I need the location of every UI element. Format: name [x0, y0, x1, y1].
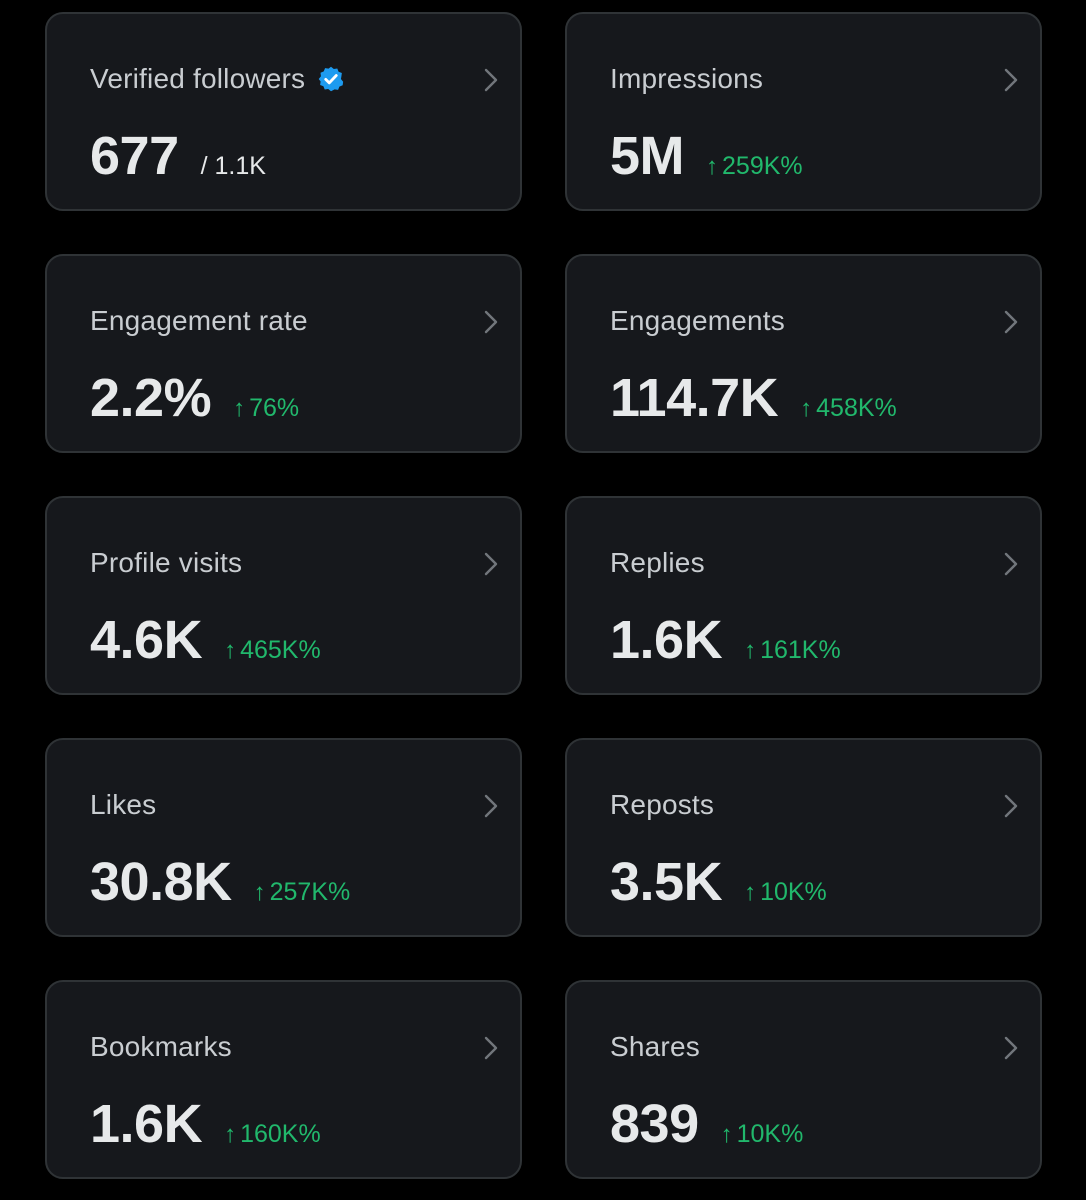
card-value: 677 — [90, 126, 179, 186]
card-change-value: 259K% — [722, 152, 803, 180]
card-value-row: 114.7K ↑ 458K% — [610, 368, 897, 428]
arrow-up-icon: ↑ — [720, 1121, 733, 1148]
card-value: 1.6K — [610, 610, 723, 670]
card-label: Profile visits — [90, 547, 243, 578]
card-value-row: 3.5K ↑ 10K% — [610, 852, 827, 912]
chevron-right-icon[interactable] — [482, 550, 500, 578]
chevron-right-icon[interactable] — [1002, 1034, 1020, 1062]
card-header: Verified followers — [90, 62, 345, 96]
card-header: Engagements — [610, 304, 785, 338]
card-value-row: 30.8K ↑ 257K% — [90, 852, 350, 912]
card-engagements[interactable]: Engagements 114.7K ↑ 458K% — [565, 254, 1042, 453]
card-label: Bookmarks — [90, 1031, 232, 1062]
card-label: Reposts — [610, 789, 715, 820]
card-header: Profile visits — [90, 546, 242, 580]
chevron-right-icon[interactable] — [1002, 792, 1020, 820]
arrow-up-icon: ↑ — [233, 395, 246, 422]
card-header: Likes — [90, 788, 156, 822]
card-likes[interactable]: Likes 30.8K ↑ 257K% — [45, 738, 522, 937]
card-total: / 1.1K — [200, 152, 266, 180]
card-label: Replies — [610, 547, 705, 578]
arrow-up-icon: ↑ — [800, 395, 813, 422]
chevron-right-icon[interactable] — [482, 792, 500, 820]
chevron-right-icon[interactable] — [482, 308, 500, 336]
card-change-value: 10K% — [736, 1120, 804, 1148]
card-header: Shares — [610, 1030, 700, 1064]
card-header: Replies — [610, 546, 705, 580]
card-change: ↑ 160K% — [224, 1120, 321, 1149]
card-change: ↑ 259K% — [706, 152, 803, 181]
card-profile-visits[interactable]: Profile visits 4.6K ↑ 465K% — [45, 496, 522, 695]
card-change-value: 465K% — [240, 636, 321, 664]
card-value: 114.7K — [610, 368, 779, 428]
card-change: ↑ 161K% — [744, 636, 841, 665]
card-shares[interactable]: Shares 839 ↑ 10K% — [565, 980, 1042, 1179]
analytics-grid: Verified followers 677 / 1.1K Impression… — [45, 12, 1042, 1179]
chevron-right-icon[interactable] — [482, 66, 500, 94]
chevron-right-icon[interactable] — [1002, 550, 1020, 578]
card-header: Reposts — [610, 788, 714, 822]
card-change-value: 76% — [249, 394, 300, 422]
arrow-up-icon: ↑ — [706, 153, 719, 180]
card-value-row: 839 ↑ 10K% — [610, 1094, 803, 1154]
card-replies[interactable]: Replies 1.6K ↑ 161K% — [565, 496, 1042, 695]
card-value: 30.8K — [90, 852, 232, 912]
card-value: 3.5K — [610, 852, 723, 912]
card-value-row: 5M ↑ 259K% — [610, 126, 803, 186]
card-change-value: 458K% — [816, 394, 897, 422]
card-value-row: 4.6K ↑ 465K% — [90, 610, 321, 670]
verified-badge-icon — [319, 66, 344, 92]
card-label: Verified followers — [90, 63, 306, 94]
card-change-value: 160K% — [240, 1120, 321, 1148]
card-change-value: 10K% — [760, 878, 827, 906]
card-verified-followers[interactable]: Verified followers 677 / 1.1K — [45, 12, 522, 211]
card-bookmarks[interactable]: Bookmarks 1.6K ↑ 160K% — [45, 980, 522, 1179]
card-header: Bookmarks — [90, 1030, 232, 1064]
card-label: Shares — [610, 1031, 700, 1062]
card-change-value: 161K% — [760, 636, 841, 664]
card-value-row: 1.6K ↑ 160K% — [90, 1094, 321, 1154]
arrow-up-icon: ↑ — [253, 879, 266, 906]
card-change: ↑ 10K% — [744, 878, 827, 907]
chevron-right-icon[interactable] — [1002, 308, 1020, 336]
card-label: Impressions — [610, 63, 764, 94]
chevron-right-icon[interactable] — [482, 1034, 500, 1062]
card-value: 839 — [610, 1094, 699, 1154]
card-value-row: 2.2% ↑ 76% — [90, 368, 299, 428]
card-change: ↑ 76% — [233, 394, 299, 423]
arrow-up-icon: ↑ — [224, 637, 237, 664]
card-label: Likes — [90, 789, 157, 820]
arrow-up-icon: ↑ — [224, 1121, 237, 1148]
card-header: Impressions — [610, 62, 763, 96]
card-label: Engagement rate — [90, 305, 308, 336]
card-value-row: 677 / 1.1K — [90, 126, 266, 186]
card-change-value: 257K% — [269, 878, 351, 906]
card-change: ↑ 10K% — [721, 1120, 804, 1149]
card-header: Engagement rate — [90, 304, 308, 338]
arrow-up-icon: ↑ — [744, 879, 757, 906]
card-change: ↑ 465K% — [224, 636, 321, 665]
card-value: 5M — [610, 126, 685, 186]
arrow-up-icon: ↑ — [744, 637, 757, 664]
card-change: ↑ 257K% — [254, 878, 351, 907]
card-label: Engagements — [610, 305, 785, 336]
card-engagement-rate[interactable]: Engagement rate 2.2% ↑ 76% — [45, 254, 522, 453]
card-impressions[interactable]: Impressions 5M ↑ 259K% — [565, 12, 1042, 211]
card-value: 2.2% — [90, 368, 212, 428]
card-reposts[interactable]: Reposts 3.5K ↑ 10K% — [565, 738, 1042, 937]
chevron-right-icon[interactable] — [1002, 66, 1020, 94]
card-change: ↑ 458K% — [800, 394, 897, 423]
card-value: 4.6K — [90, 610, 203, 670]
card-value-row: 1.6K ↑ 161K% — [610, 610, 841, 670]
card-value: 1.6K — [90, 1094, 203, 1154]
